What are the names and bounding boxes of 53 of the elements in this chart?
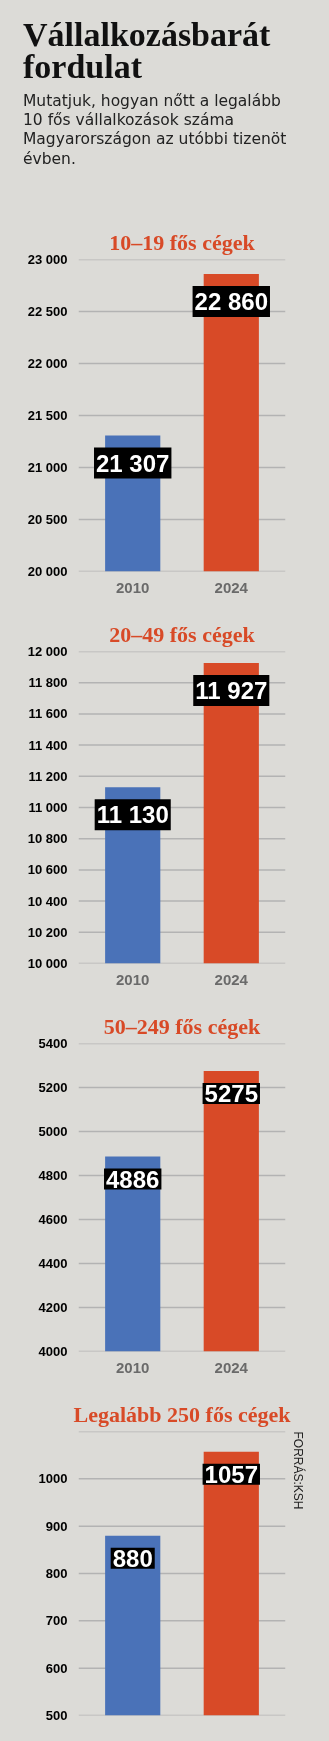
y-tick-label: 5000: [38, 1124, 68, 1139]
y-tick-label: 1000: [38, 1471, 68, 1487]
data-label: 11 927: [195, 676, 268, 704]
y-tick-label: 800: [45, 1566, 68, 1581]
chart-title: Legalább 250 fős cégek: [73, 1401, 292, 1427]
data-label: 11 130: [96, 801, 169, 829]
text: Mutatjuk, hogyan nőtt a legalább 10 fős vállalkozások száma Magyarországon az utóbbi tizenöt évben.: [23, 91, 288, 170]
data-label: 1057: [204, 1460, 258, 1488]
y-tick-label: 4200: [38, 1300, 68, 1315]
x-tick-label: 2010: [116, 578, 150, 596]
y-tick-label: 22 500: [27, 304, 68, 319]
y-tick-label: 11 600: [28, 706, 68, 722]
x-tick-label: 2010: [116, 1358, 150, 1376]
x-tick-label: 2010: [116, 970, 150, 988]
y-tick-label: 23 000: [27, 252, 68, 267]
chart-title: 20–49 fős cégek: [109, 621, 256, 647]
chart-title: 50–249 fős cégek: [103, 1013, 261, 1039]
y-tick-label: 500: [45, 1708, 68, 1723]
y-tick-label: 10 400: [27, 893, 68, 909]
y-tick-label: 11 400: [28, 737, 68, 753]
y-tick-label: 4800: [38, 1168, 68, 1183]
y-tick-label: 11 000: [28, 800, 68, 815]
y-tick-label: 5400: [38, 1036, 68, 1051]
text: Vállalkozásbarát fordulat: [23, 16, 272, 86]
y-tick-label: 5200: [38, 1080, 68, 1095]
y-tick-label: 22 000: [27, 356, 68, 371]
text: FORRÁS:KSH: [290, 1431, 306, 1510]
y-tick-label: 900: [45, 1518, 68, 1534]
data-label: 4886: [106, 1165, 160, 1193]
y-tick-label: 21 500: [27, 408, 68, 423]
x-tick-label: 2024: [214, 970, 249, 988]
data-label: 5275: [204, 1080, 258, 1107]
y-tick-label: 20 000: [27, 564, 68, 579]
y-tick-label: 4000: [38, 1344, 68, 1359]
chart-title: 10–19 fős cégek: [109, 229, 256, 255]
y-tick-label: 700: [45, 1613, 68, 1629]
data-label: 22 860: [194, 288, 268, 316]
y-tick-label: 4600: [38, 1212, 68, 1227]
y-tick-label: 12 000: [27, 644, 68, 659]
data-label: 880: [112, 1544, 153, 1572]
y-tick-label: 10 000: [27, 956, 68, 971]
y-tick-label: 10 200: [27, 924, 68, 940]
y-tick-label: 600: [45, 1660, 68, 1676]
y-tick-label: 10 800: [27, 831, 68, 847]
y-tick-label: 11 200: [28, 768, 68, 784]
y-tick-label: 4400: [38, 1256, 68, 1271]
data-label: 21 307: [96, 449, 170, 477]
x-tick-label: 2024: [214, 578, 249, 596]
y-tick-label: 20 500: [27, 512, 68, 527]
y-tick-label: 21 000: [27, 460, 68, 475]
y-tick-label: 11 800: [28, 675, 68, 691]
y-tick-label: 10 600: [27, 862, 68, 878]
x-tick-label: 2024: [214, 1358, 249, 1376]
